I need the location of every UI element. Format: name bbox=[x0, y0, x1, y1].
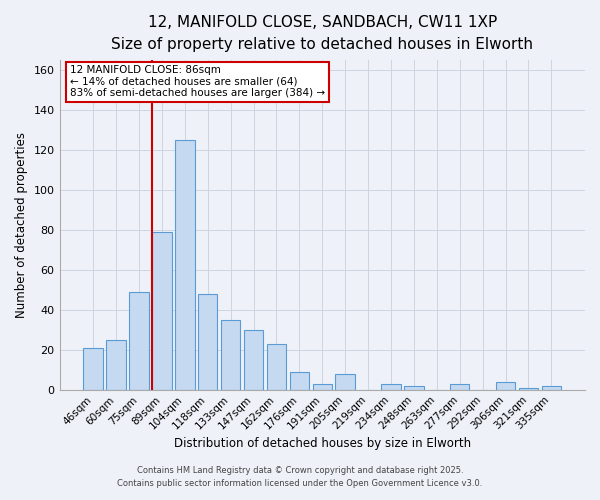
Bar bbox=[404, 386, 424, 390]
Bar bbox=[106, 340, 126, 390]
Bar bbox=[152, 232, 172, 390]
Y-axis label: Number of detached properties: Number of detached properties bbox=[15, 132, 28, 318]
Bar bbox=[198, 294, 217, 390]
Bar bbox=[221, 320, 241, 390]
Bar bbox=[335, 374, 355, 390]
Bar bbox=[290, 372, 309, 390]
Bar bbox=[381, 384, 401, 390]
Bar bbox=[175, 140, 194, 390]
Bar bbox=[244, 330, 263, 390]
Bar bbox=[267, 344, 286, 390]
X-axis label: Distribution of detached houses by size in Elworth: Distribution of detached houses by size … bbox=[174, 437, 471, 450]
Bar bbox=[129, 292, 149, 390]
Bar bbox=[450, 384, 469, 390]
Title: 12, MANIFOLD CLOSE, SANDBACH, CW11 1XP
Size of property relative to detached hou: 12, MANIFOLD CLOSE, SANDBACH, CW11 1XP S… bbox=[111, 15, 533, 52]
Bar bbox=[496, 382, 515, 390]
Bar bbox=[83, 348, 103, 390]
Bar bbox=[519, 388, 538, 390]
Text: Contains HM Land Registry data © Crown copyright and database right 2025.
Contai: Contains HM Land Registry data © Crown c… bbox=[118, 466, 482, 487]
Bar bbox=[542, 386, 561, 390]
Text: 12 MANIFOLD CLOSE: 86sqm
← 14% of detached houses are smaller (64)
83% of semi-d: 12 MANIFOLD CLOSE: 86sqm ← 14% of detach… bbox=[70, 66, 325, 98]
Bar bbox=[313, 384, 332, 390]
